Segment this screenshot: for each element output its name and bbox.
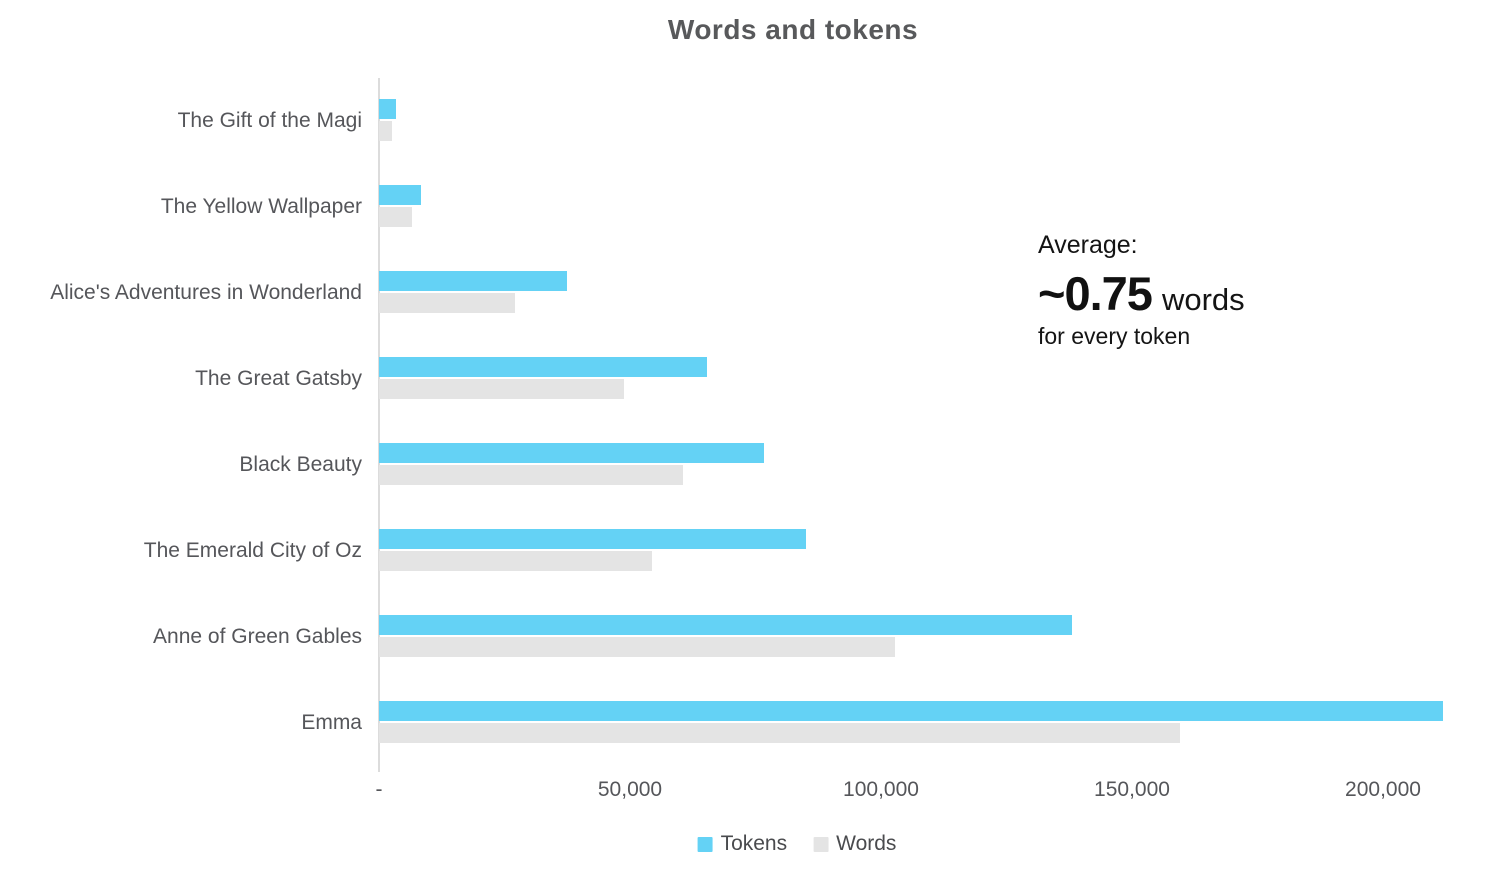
words-bar xyxy=(379,551,652,571)
words-bar xyxy=(379,293,515,313)
words-bar xyxy=(379,637,895,657)
tokens-bar xyxy=(379,185,421,205)
legend-item: Words xyxy=(813,832,896,856)
x-axis-tick: 50,000 xyxy=(597,778,663,801)
average-annotation: Average: ~0.75 words for every token xyxy=(1038,230,1245,350)
category-label: The Great Gatsby xyxy=(195,367,362,390)
average-subtext: for every token xyxy=(1038,323,1191,349)
category-label: Anne of Green Gables xyxy=(153,625,362,648)
words-bar xyxy=(379,379,624,399)
tokens-bar xyxy=(379,99,396,119)
words-bar xyxy=(379,207,412,227)
legend-swatch-icon xyxy=(697,836,713,852)
category-label: The Gift of the Magi xyxy=(177,109,362,132)
average-value-line: ~0.75 words xyxy=(1038,266,1245,321)
x-axis-tick: - xyxy=(375,778,383,801)
bar-row: Black Beauty xyxy=(0,443,1500,487)
words-bar xyxy=(379,723,1180,743)
average-value-suffix: words xyxy=(1161,282,1245,317)
average-label: Average: xyxy=(1038,231,1138,259)
legend-item: Tokens xyxy=(697,832,788,856)
tokens-bar xyxy=(379,615,1072,635)
tokens-bar xyxy=(379,357,707,377)
legend-label: Words xyxy=(836,832,897,855)
x-axis-tick: 100,000 xyxy=(843,778,919,801)
bar-row: The Yellow Wallpaper xyxy=(0,185,1500,229)
tokens-bar xyxy=(379,443,764,463)
category-label: Alice's Adventures in Wonderland xyxy=(50,281,362,304)
words-bar xyxy=(379,465,683,485)
legend-swatch-icon xyxy=(813,836,829,852)
x-axis-tick: 150,000 xyxy=(1094,778,1170,801)
tokens-bar xyxy=(379,529,806,549)
bar-row: The Emerald City of Oz xyxy=(0,529,1500,573)
bar-row: Alice's Adventures in Wonderland xyxy=(0,271,1500,315)
words-bar xyxy=(379,121,392,141)
chart-title: Words and tokens xyxy=(667,14,919,45)
category-label: The Yellow Wallpaper xyxy=(160,195,362,218)
legend-label: Tokens xyxy=(720,832,788,855)
category-label: Emma xyxy=(301,711,362,734)
bar-row: Emma xyxy=(0,701,1500,745)
category-label: Black Beauty xyxy=(239,453,362,476)
bar-row: Anne of Green Gables xyxy=(0,615,1500,659)
bar-row: The Great Gatsby xyxy=(0,357,1500,401)
y-axis-line xyxy=(378,78,380,772)
bar-row: The Gift of the Magi xyxy=(0,99,1500,143)
x-axis: - 50,000 100,000 150,000 200,000 xyxy=(0,778,1500,808)
tokens-bar xyxy=(379,701,1443,721)
x-axis-tick: 200,000 xyxy=(1345,778,1421,801)
category-label: The Emerald City of Oz xyxy=(143,539,362,562)
chart-legend: Tokens Words xyxy=(697,832,896,856)
average-value: ~0.75 xyxy=(1038,267,1153,320)
tokens-bar xyxy=(379,271,567,291)
